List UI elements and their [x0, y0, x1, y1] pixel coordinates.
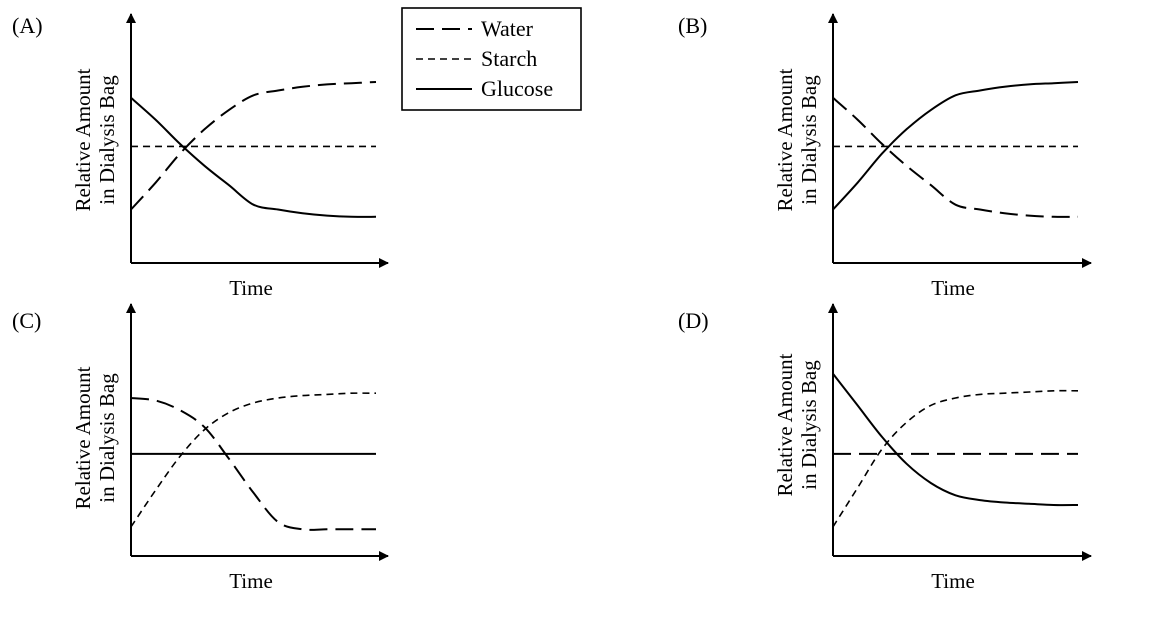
- legend-glucose-label: Glucose: [481, 76, 553, 101]
- panel-d-ylabel-line1: Relative Amount: [773, 353, 797, 496]
- panel-d-ylabel-line2: in Dialysis Bag: [797, 360, 821, 490]
- panel-c-label: (C): [12, 308, 41, 333]
- panel-a-label: (A): [12, 13, 43, 38]
- panel-d-xlabel: Time: [931, 569, 975, 593]
- panel-d-starch-line: [832, 389, 1079, 528]
- legend: Water Starch Glucose: [401, 7, 582, 111]
- panel-a-water-line: [130, 81, 377, 211]
- panel-b-glucose-line: [832, 81, 1079, 211]
- panel-b-ylabel-line1: Relative Amount: [773, 68, 797, 211]
- legend-starch-label: Starch: [481, 46, 537, 71]
- panel-c: (C) Relative Amount in Dialysis Bag Time: [12, 303, 389, 593]
- panel-c-ylabel-line2: in Dialysis Bag: [95, 373, 119, 503]
- panel-c-water-line: [130, 397, 376, 531]
- panel-c-xlabel: Time: [229, 569, 273, 593]
- legend-water-label: Water: [481, 16, 534, 41]
- panel-a-glucose-line: [130, 97, 377, 218]
- panel-b-label: (B): [678, 13, 707, 38]
- panel-b: (B) Relative Amount in Dialysis Bag Time: [678, 13, 1092, 300]
- panel-a-xlabel: Time: [229, 276, 273, 300]
- panel-a-ylabel-line2: in Dialysis Bag: [95, 75, 119, 205]
- panel-d: (D) Relative Amount in Dialysis Bag Time: [678, 303, 1092, 593]
- panel-a: (A) Relative Amount in Dialysis Bag Time: [12, 13, 389, 300]
- panel-b-water-line: [832, 97, 1079, 218]
- panel-d-label: (D): [678, 308, 709, 333]
- panel-b-xlabel: Time: [931, 276, 975, 300]
- panel-c-starch-line: [130, 392, 377, 528]
- panel-c-ylabel-line1: Relative Amount: [71, 366, 95, 509]
- panel-d-glucose-line: [832, 373, 1079, 507]
- panel-b-ylabel-line2: in Dialysis Bag: [797, 75, 821, 205]
- panel-a-ylabel-line1: Relative Amount: [71, 68, 95, 211]
